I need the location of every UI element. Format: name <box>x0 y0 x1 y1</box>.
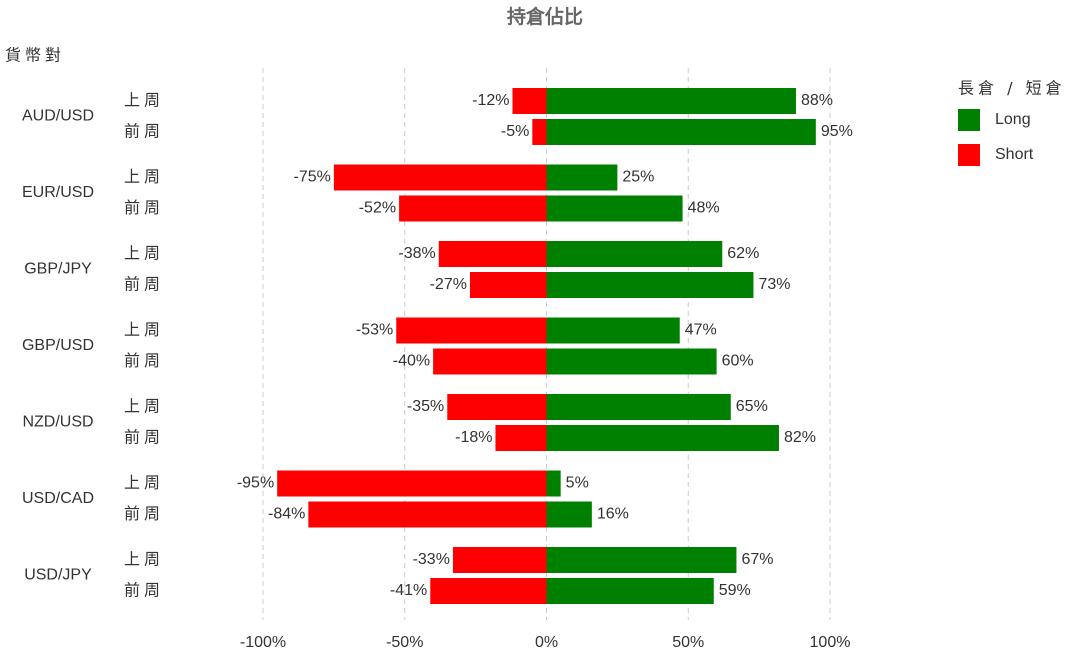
value-label: -35% <box>407 398 444 415</box>
bar <box>546 578 714 604</box>
value-label: -75% <box>294 169 331 186</box>
bar <box>546 394 731 420</box>
sub-label: 前周 <box>124 581 164 600</box>
legend-title: 長倉 / 短倉 <box>958 79 1066 98</box>
bar <box>495 425 547 451</box>
value-label: -52% <box>359 200 396 217</box>
sub-label: 上周 <box>124 397 164 416</box>
group-label: NZD/USD <box>22 414 93 431</box>
bar <box>532 119 547 145</box>
sub-label: 前周 <box>124 275 164 294</box>
sub-label: 上周 <box>124 473 164 492</box>
value-label: 5% <box>566 475 589 492</box>
x-tick-label: 100% <box>810 634 851 651</box>
value-label: 60% <box>722 353 754 370</box>
bar <box>469 272 547 298</box>
bar <box>546 241 723 267</box>
group-label: GBP/USD <box>22 337 94 354</box>
bar <box>546 470 561 497</box>
sub-label: 前周 <box>124 122 164 141</box>
value-label: 95% <box>821 123 853 140</box>
bar <box>399 195 547 222</box>
bar <box>546 547 737 573</box>
sub-label: 上周 <box>124 91 164 110</box>
group-label: USD/CAD <box>22 490 94 507</box>
sub-label: 前周 <box>124 198 164 217</box>
x-tick-label: -50% <box>386 634 423 651</box>
group-label: EUR/USD <box>22 184 94 201</box>
value-label: 73% <box>758 276 790 293</box>
group-label: USD/JPY <box>24 567 92 584</box>
legend-label: Long <box>995 111 1031 128</box>
group-label: AUD/USD <box>22 108 94 125</box>
bar <box>546 425 779 451</box>
bar <box>438 241 547 267</box>
legend-swatch <box>958 109 980 131</box>
bar <box>396 317 547 344</box>
value-label: 82% <box>784 429 816 446</box>
y-axis-label: 貨幣對 <box>5 46 65 65</box>
legend-swatch <box>958 144 980 166</box>
sub-label: 前周 <box>124 351 164 370</box>
value-label: 48% <box>688 200 720 217</box>
value-label: -27% <box>430 276 467 293</box>
bar <box>430 578 547 604</box>
value-label: -41% <box>390 582 427 599</box>
value-label: -12% <box>472 92 509 109</box>
x-tick-label: -100% <box>240 634 286 651</box>
value-label: 67% <box>741 551 773 568</box>
bar <box>447 394 547 420</box>
bar <box>308 501 547 528</box>
value-label: -38% <box>398 245 435 262</box>
bar <box>433 348 547 375</box>
sub-label: 上周 <box>124 320 164 339</box>
value-label: 59% <box>719 582 751 599</box>
value-label: 25% <box>622 169 654 186</box>
value-label: 65% <box>736 398 768 415</box>
bar <box>546 348 717 375</box>
value-label: 16% <box>597 506 629 523</box>
bar <box>546 119 816 145</box>
value-label: -84% <box>268 506 305 523</box>
sub-label: 上周 <box>124 167 164 186</box>
bar <box>546 164 618 191</box>
x-tick-label: 0% <box>535 634 558 651</box>
value-label: 62% <box>727 245 759 262</box>
value-label: -5% <box>501 123 529 140</box>
value-label: 88% <box>801 92 833 109</box>
legend-label: Short <box>995 146 1034 163</box>
value-label: -33% <box>413 551 450 568</box>
bar <box>452 547 547 573</box>
value-label: -40% <box>393 353 430 370</box>
bar <box>546 501 592 528</box>
value-label: -95% <box>237 475 274 492</box>
sub-label: 上周 <box>124 244 164 263</box>
sub-label: 前周 <box>124 428 164 447</box>
bar <box>546 88 796 114</box>
value-label: -18% <box>455 429 492 446</box>
bar <box>277 470 547 497</box>
sub-label: 上周 <box>124 550 164 569</box>
bar <box>546 272 754 298</box>
bar <box>333 164 547 191</box>
bar <box>512 88 547 114</box>
value-label: 47% <box>685 322 717 339</box>
group-label: GBP/JPY <box>24 261 92 278</box>
value-label: -53% <box>356 322 393 339</box>
sub-label: 前周 <box>124 504 164 523</box>
chart-title: 持倉佔比 <box>507 5 583 28</box>
bar <box>546 195 683 222</box>
x-tick-label: 50% <box>672 634 704 651</box>
bar <box>546 317 680 344</box>
